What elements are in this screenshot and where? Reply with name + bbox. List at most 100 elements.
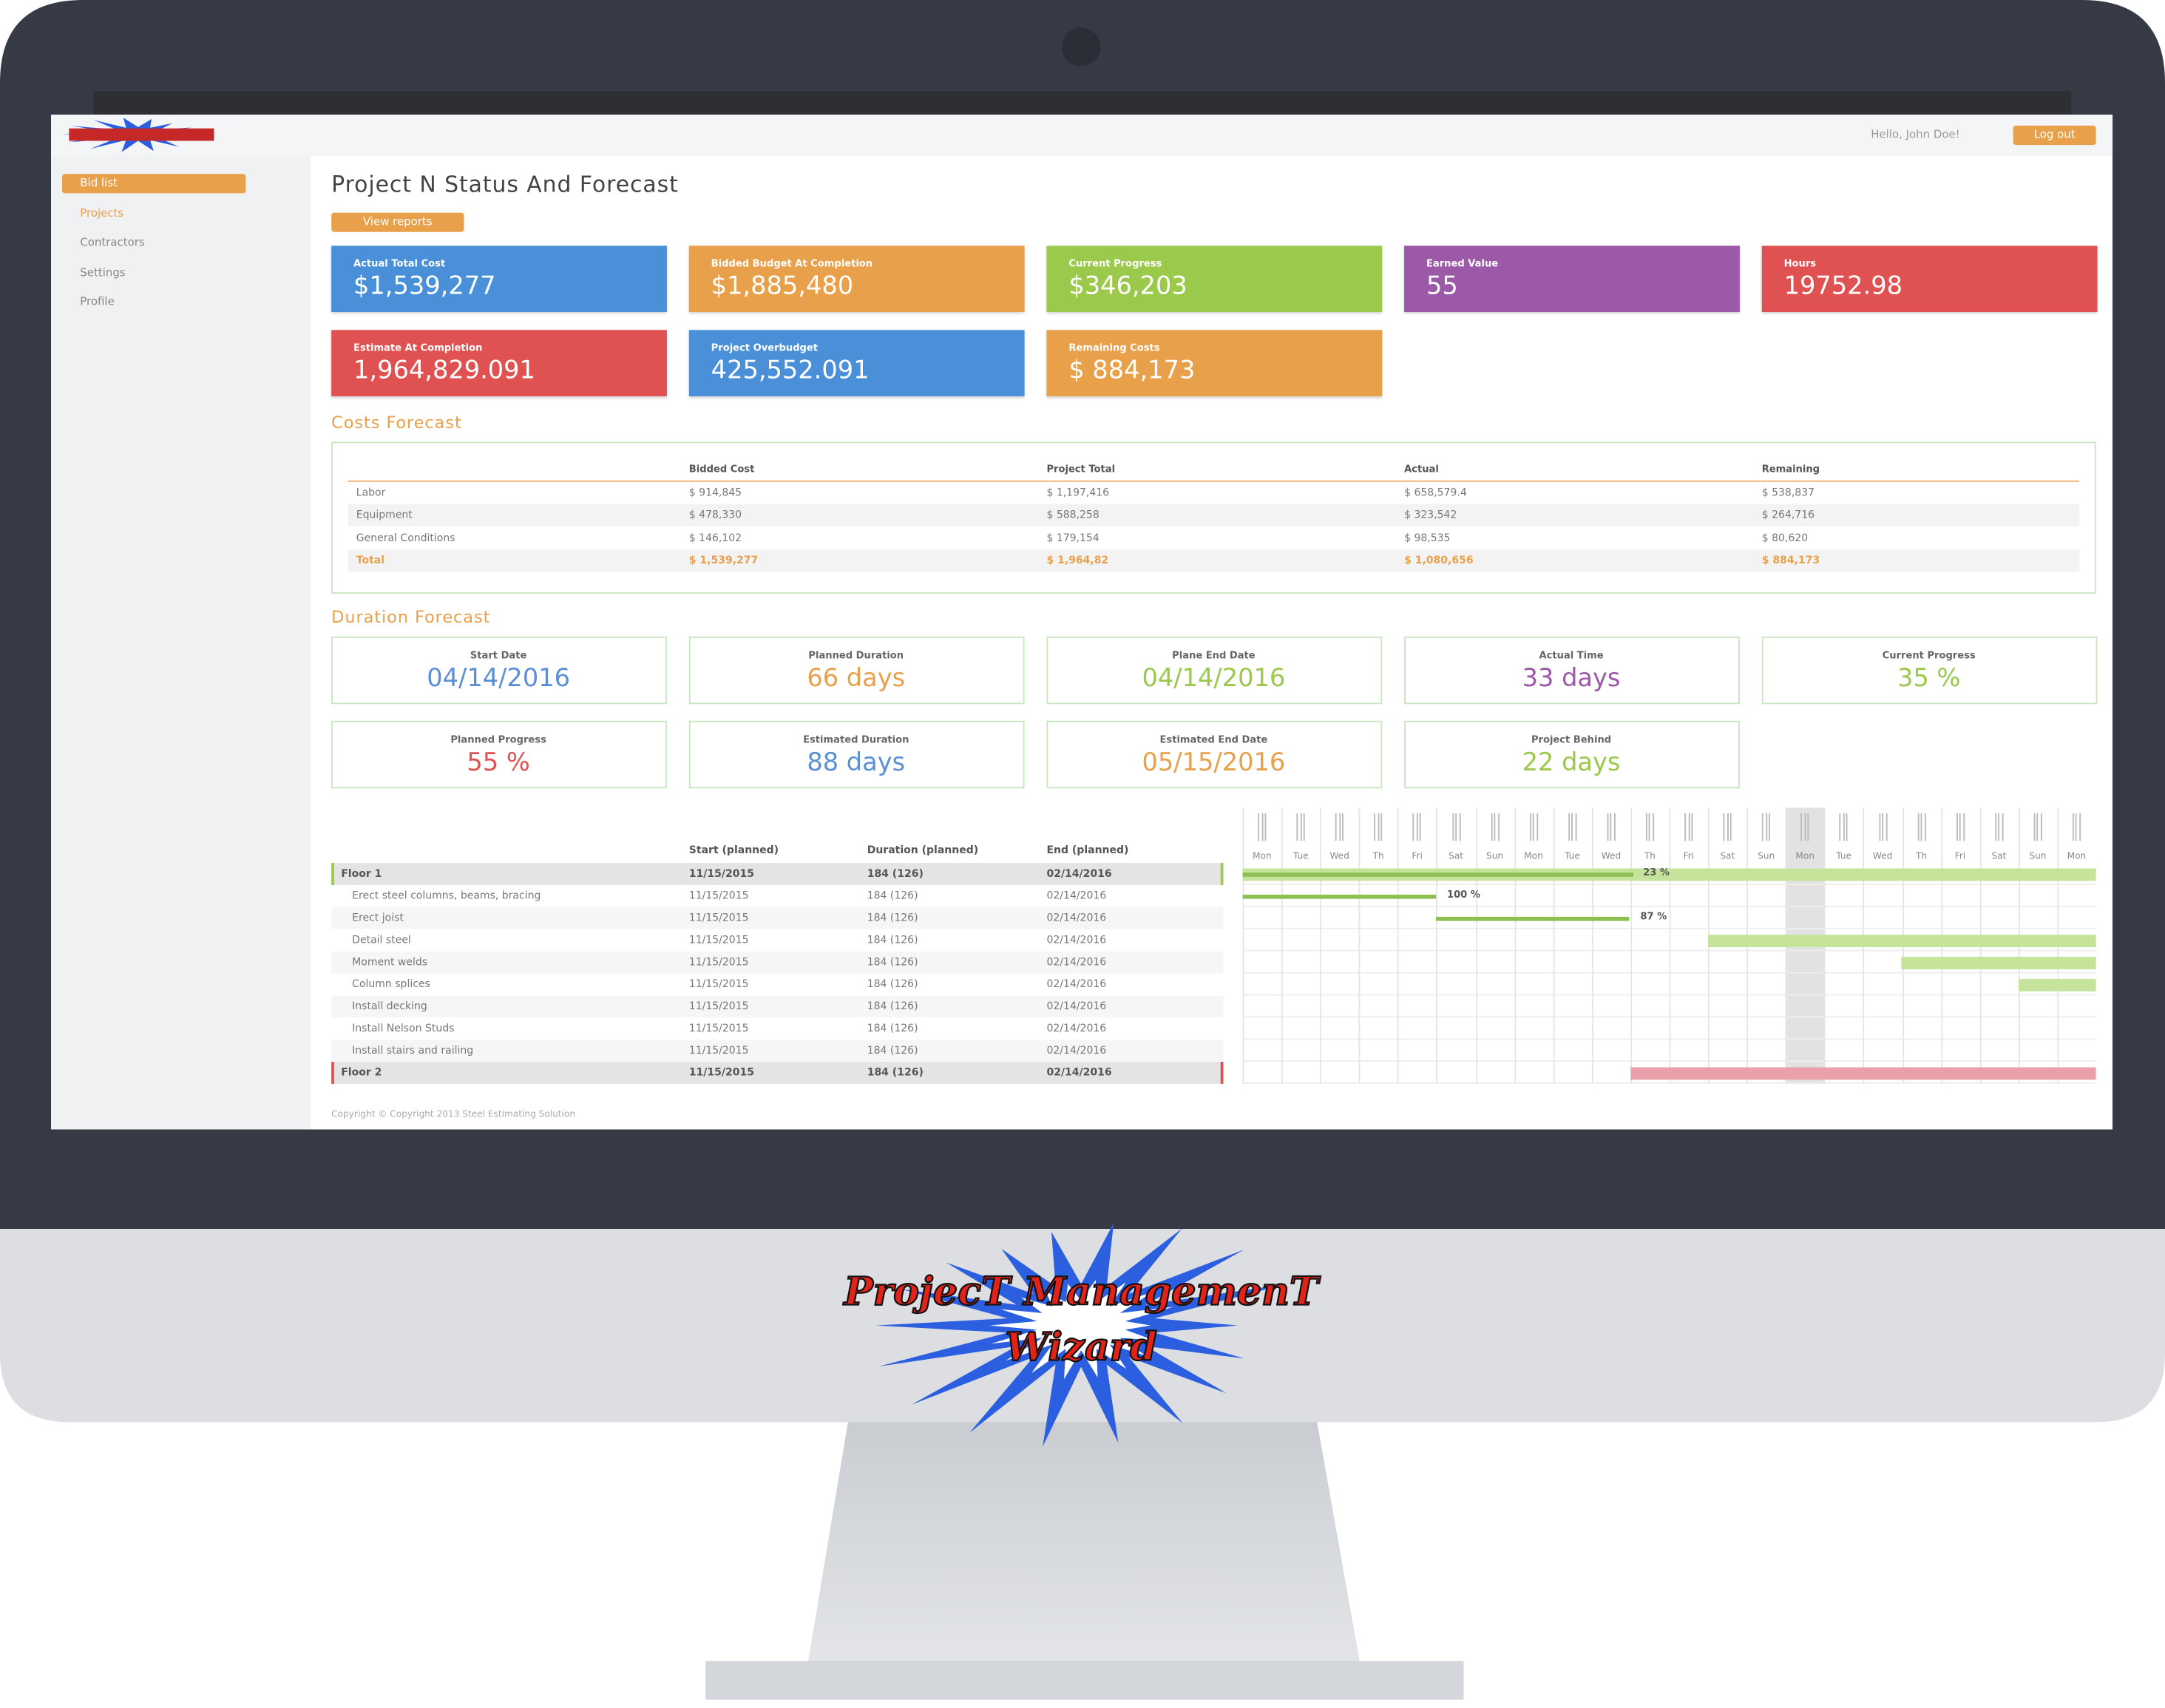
duration-label: Planned Duration [808, 651, 904, 662]
task-name: Erect steel columns, beams, bracing [352, 889, 541, 902]
logo-burst-core [989, 1280, 1173, 1380]
gantt-date-tick [1490, 813, 1492, 841]
task-duration: 184 (126) [867, 1065, 924, 1079]
kpi-value: 19752.98 [1783, 272, 1903, 302]
sidebar-item[interactable]: Projects [80, 207, 124, 220]
gantt-date-tick [1878, 813, 1880, 841]
gantt-chart-row [1242, 973, 2096, 996]
duration-value: 55 % [467, 748, 530, 778]
gantt-chart-row [1242, 1062, 2096, 1084]
gantt-date-tick [1730, 813, 1732, 841]
kpi-value: 425,552.091 [711, 356, 870, 386]
table-cell: $ 884,173 [1761, 553, 1820, 566]
section-title: Duration Forecast [331, 607, 491, 628]
kpi-label: Hours [1783, 259, 1817, 270]
gantt-day: Sun [1485, 850, 1504, 861]
gantt-date-tick [1962, 813, 1965, 841]
kpi-label: Current Progress [1068, 259, 1162, 270]
gantt-row [331, 929, 1224, 952]
sidebar-item[interactable]: Settings [80, 265, 126, 279]
duration-card [1046, 720, 1383, 789]
user-greeting: Hello, John Doe! [1871, 128, 1960, 141]
logout-button[interactable]: Log out [2013, 125, 2096, 146]
duration-card [1404, 720, 1740, 789]
gantt-chart-row [1242, 863, 2096, 885]
gantt-date-tick [1374, 813, 1376, 841]
task-end: 02/14/2016 [1046, 1000, 1107, 1013]
duration-label: Estimated End Date [1159, 735, 1268, 747]
gantt-date-tick [1575, 813, 1577, 841]
kpi-card [1046, 330, 1383, 396]
task-start: 11/15/2015 [688, 933, 749, 946]
gantt-date-tick [1687, 813, 1690, 841]
gantt-date-tick [1529, 813, 1531, 841]
task-duration: 184 (126) [867, 933, 918, 946]
task-name: Install stairs and railing [352, 1043, 474, 1057]
gantt-bar [1436, 915, 1630, 921]
gantt-row [331, 973, 1224, 996]
gantt-day: Mon [1524, 850, 1543, 861]
gantt-grid-line [1358, 807, 1361, 1084]
sidebar-item[interactable]: Profile [80, 295, 115, 308]
gantt-date-tick [1413, 813, 1414, 841]
gantt-grid-line [1320, 807, 1322, 1084]
gantt-day: Tue [1292, 850, 1309, 861]
gantt-date-tick [1723, 813, 1725, 841]
task-duration: 184 (126) [867, 867, 924, 880]
duration-value: 33 days [1522, 664, 1621, 694]
gantt-date-tick [1885, 813, 1887, 841]
kpi-card [688, 245, 1025, 313]
kpi-value: $346,203 [1068, 272, 1187, 302]
gantt-date-tick [1610, 813, 1612, 841]
duration-card [1404, 636, 1740, 705]
gantt-header: Start (planned) [688, 844, 779, 856]
gantt-date-tick [1380, 813, 1383, 841]
table-row-bg [348, 504, 2080, 527]
gantt-date-tick [1840, 813, 1841, 841]
gantt-grid-line [1669, 807, 1671, 1084]
gantt-date-tick [1458, 813, 1460, 841]
gantt-date-tick [1455, 813, 1457, 841]
duration-value: 88 days [807, 748, 906, 778]
table-cell: $ 80,620 [1761, 531, 1809, 544]
task-end: 02/14/2016 [1046, 1043, 1107, 1057]
gantt-date-tick [1684, 813, 1687, 841]
sidebar-item[interactable]: Bid list [62, 174, 246, 194]
sidebar-item[interactable]: Contractors [80, 237, 145, 249]
gantt-bar [1242, 894, 1437, 898]
task-name: Column splices [352, 977, 430, 991]
gantt-day: Fri [1412, 850, 1423, 861]
kpi-card [1761, 245, 2098, 313]
gantt-date-tick [1843, 813, 1845, 841]
table-cell: $ 538,837 [1761, 486, 1815, 499]
duration-value: 22 days [1522, 748, 1621, 778]
duration-label: Actual Time [1539, 651, 1604, 662]
gantt-row [331, 1061, 1224, 1084]
view-reports-button[interactable]: View reports [331, 212, 464, 232]
table-cell: $ 264,716 [1761, 508, 1815, 521]
app-header [51, 114, 2113, 157]
gantt-date-tick [1451, 813, 1454, 841]
kpi-label: Remaining Costs [1068, 342, 1160, 354]
gantt-date-tick [1296, 813, 1298, 841]
task-start: 11/15/2015 [688, 1065, 755, 1079]
gantt-day: Wed [1329, 850, 1349, 861]
gantt-date-tick [1807, 813, 1809, 841]
stand-neck [807, 1415, 1361, 1664]
gantt-day: Sun [2029, 850, 2047, 861]
row-label: Labor [356, 486, 386, 499]
kpi-card [331, 330, 667, 396]
table-cell: $ 588,258 [1046, 508, 1100, 521]
gantt-date-tick [1998, 813, 2000, 841]
task-name: Moment welds [352, 955, 428, 969]
gantt-grid-line [1397, 807, 1400, 1084]
task-end: 02/14/2016 [1046, 933, 1107, 946]
gantt-chart-row [1242, 929, 2096, 952]
gantt-grid-line [1514, 807, 1516, 1084]
header-logo-text [69, 128, 214, 141]
gantt-bar [1901, 956, 2096, 969]
table-header-rule [348, 480, 2080, 482]
duration-label: Plane End Date [1172, 651, 1256, 662]
task-start: 11/15/2015 [688, 955, 749, 969]
